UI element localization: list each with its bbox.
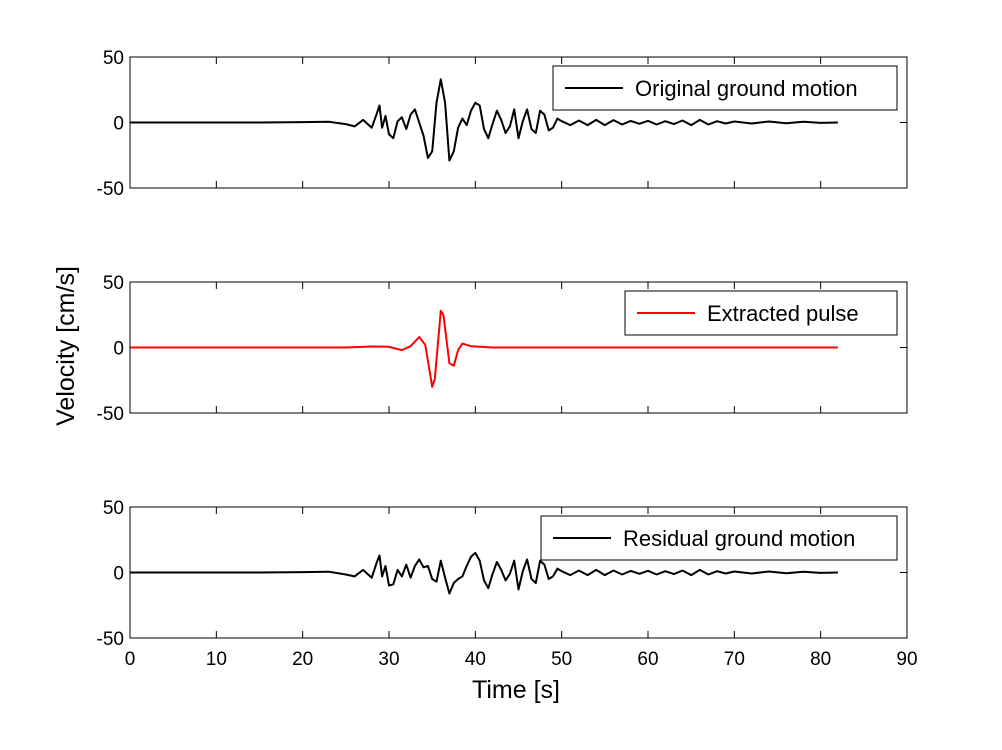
axes-frame <box>129 506 908 639</box>
x-tick-label: 90 <box>896 649 917 670</box>
y-axis-label: Velocity [cm/s] <box>52 266 80 426</box>
legend: Extracted pulse <box>624 290 898 336</box>
x-tick-label: 40 <box>465 649 486 670</box>
x-tick-label: 20 <box>292 649 313 670</box>
panel-2: 50 0 -50 Extracted pulse <box>97 273 908 425</box>
x-tick-label: 80 <box>810 649 831 670</box>
x-tick-label: 0 <box>125 649 136 670</box>
axes-frame <box>129 281 908 414</box>
y-tick-label: -50 <box>97 404 124 425</box>
x-tick-label: 60 <box>637 649 658 670</box>
series-line <box>130 551 838 595</box>
legend-label: Original ground motion <box>635 76 858 101</box>
legend-label: Residual ground motion <box>623 526 855 551</box>
x-tick-label: 50 <box>551 649 572 670</box>
series-line <box>130 309 838 388</box>
y-tick-label: 0 <box>113 114 124 135</box>
y-tick-label: 0 <box>113 339 124 360</box>
y-tick-label: -50 <box>97 629 124 650</box>
y-tick-label: 0 <box>113 564 124 585</box>
y-tick-label: 50 <box>103 273 124 294</box>
series-line <box>130 78 838 162</box>
y-tick-label: 50 <box>103 498 124 519</box>
legend-label: Extracted pulse <box>707 301 859 326</box>
x-axis-label: Time [s] <box>472 676 560 704</box>
x-tick-label: 10 <box>206 649 227 670</box>
y-tick-label: 50 <box>103 48 124 69</box>
x-tick-label: 30 <box>378 649 399 670</box>
x-tick-label: 70 <box>724 649 745 670</box>
y-tick-label: -50 <box>97 179 124 200</box>
legend: Residual ground motion <box>540 515 898 561</box>
legend: Original ground motion <box>552 65 898 111</box>
panel-1: 50 0 -50 Original ground motion <box>97 48 908 200</box>
axes-frame <box>129 56 908 189</box>
